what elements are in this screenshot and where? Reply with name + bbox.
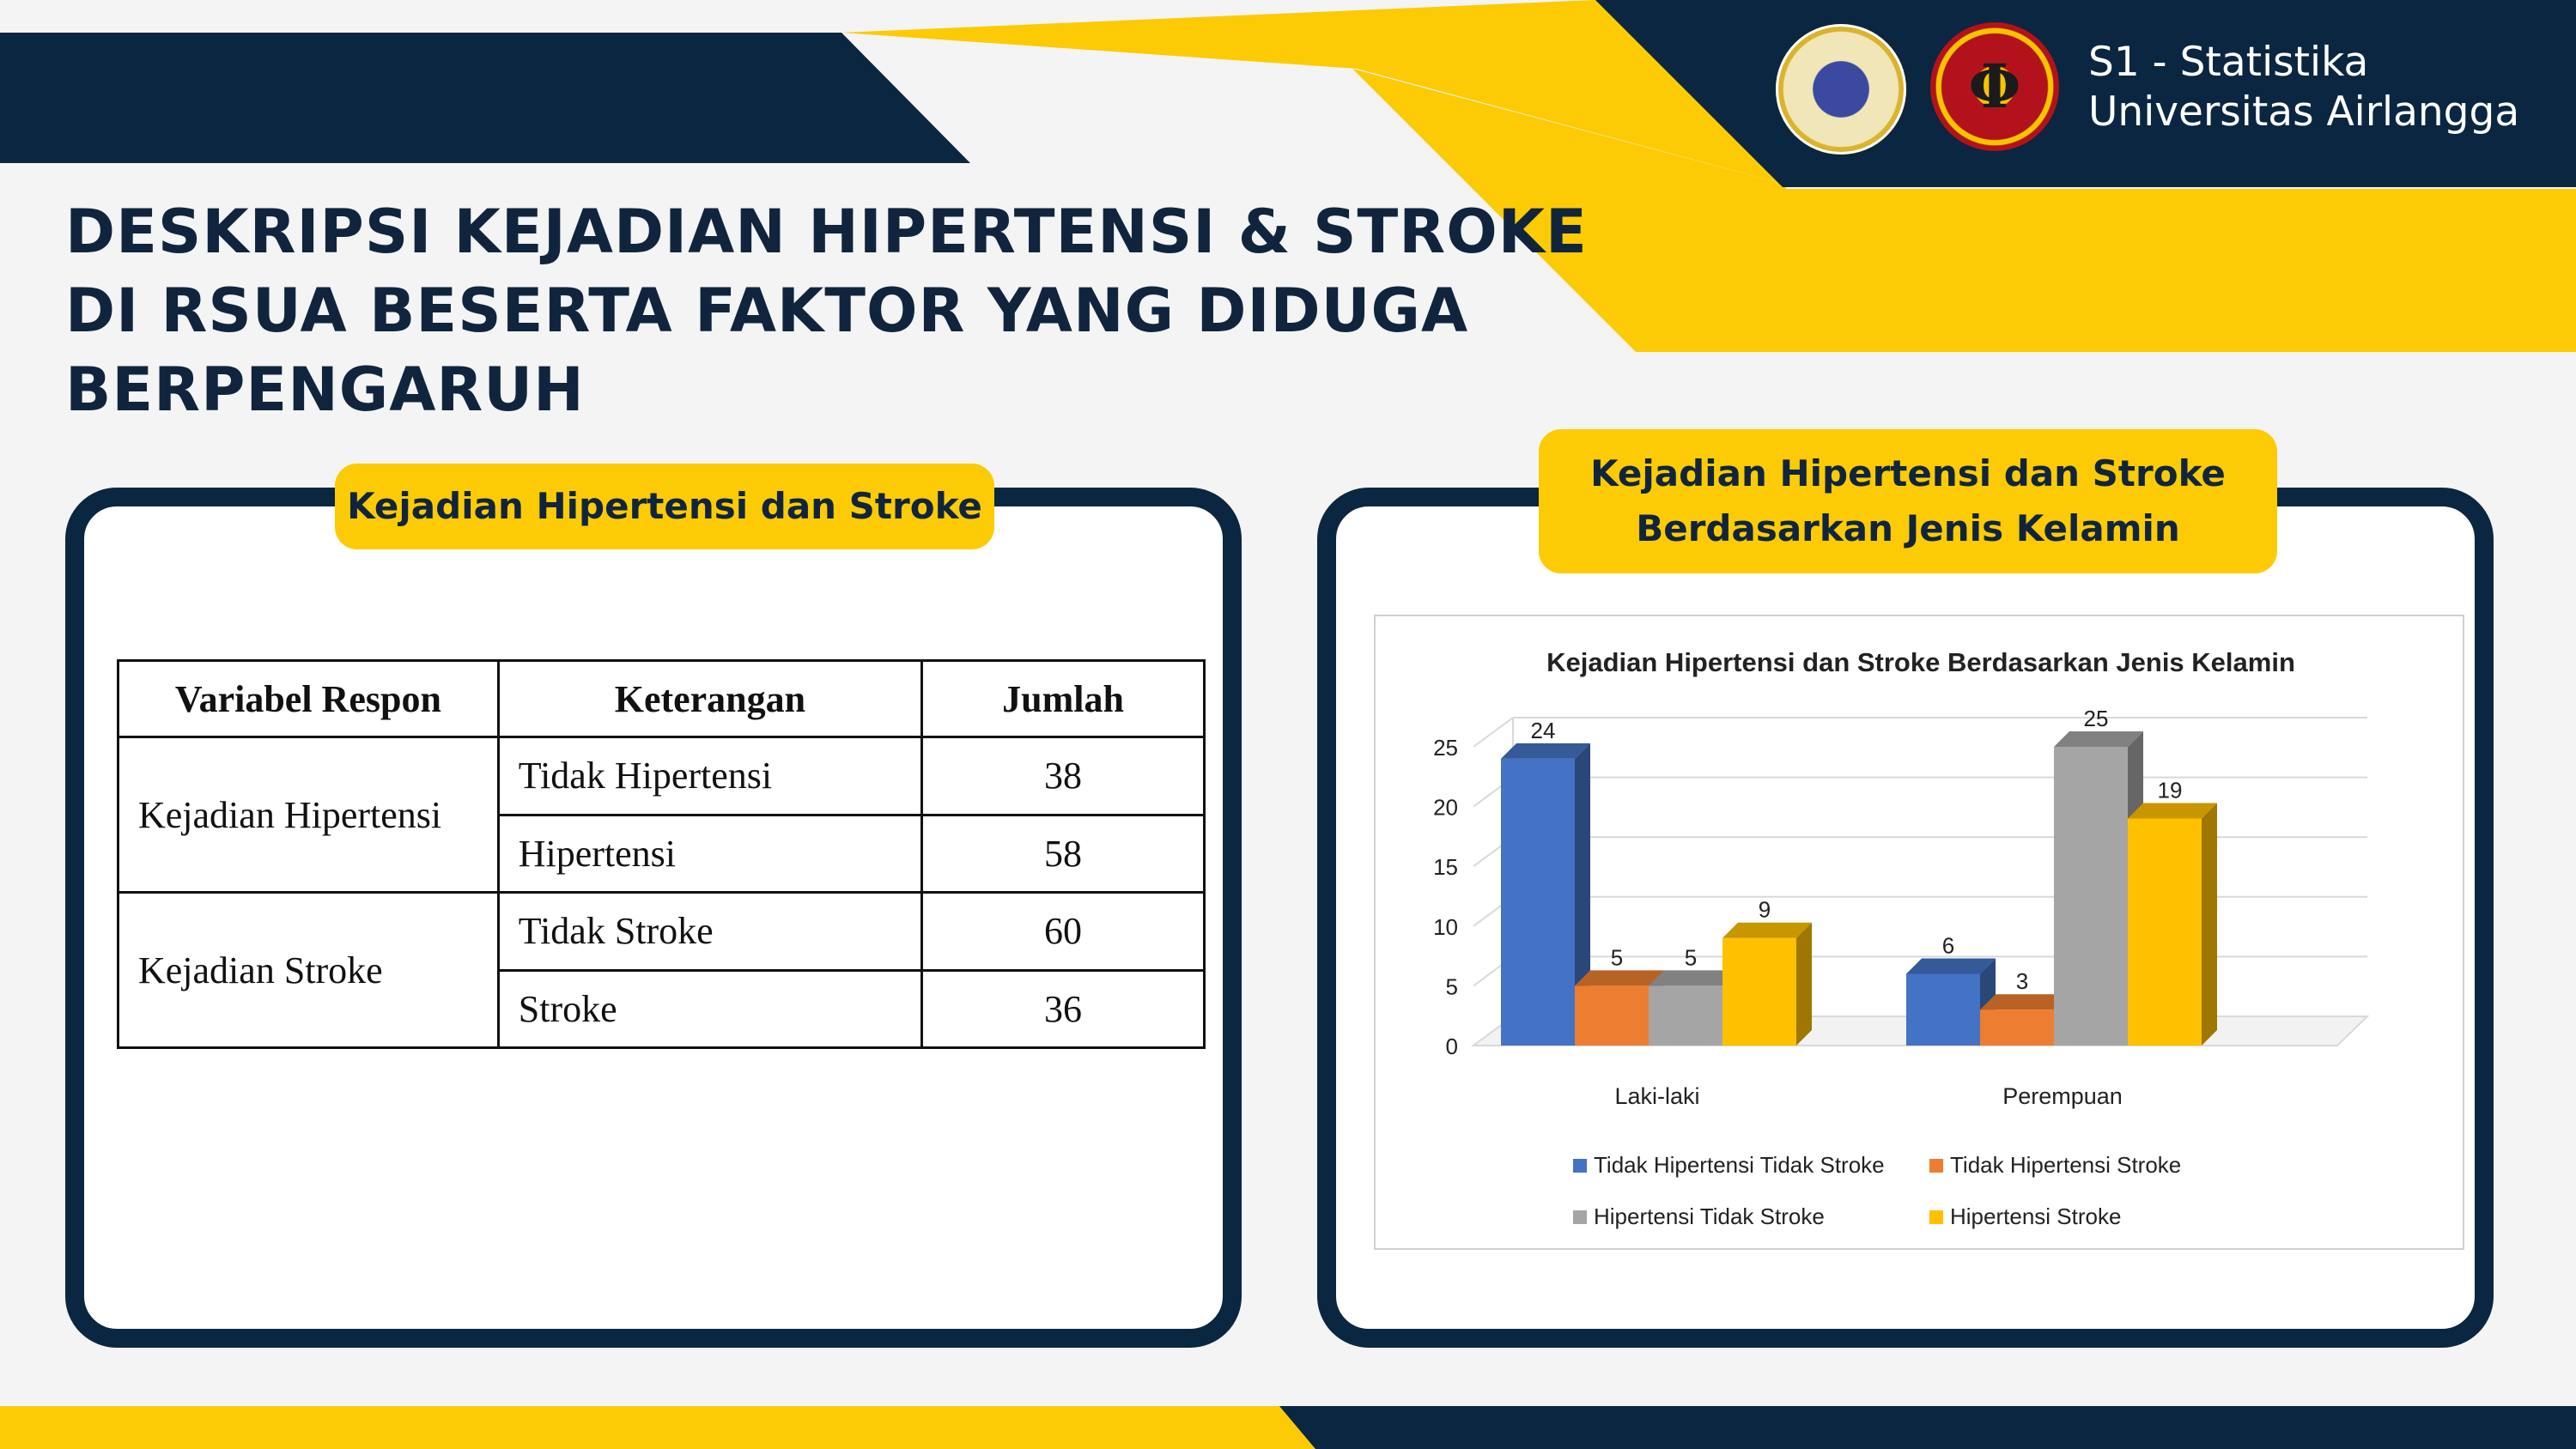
data-label: 5 [1611,944,1623,970]
legend-swatch [1929,1159,1943,1173]
bar-chart: Kejadian Hipertensi dan Stroke Berdasark… [1433,647,2370,1229]
bar [1575,985,1649,1046]
response-variable-table: Variabel Respon Keterangan Jumlah Kejadi… [117,659,1206,1049]
y-tick-label: 10 [1433,914,1458,940]
right-heading-line2: Berdasarkan Jenis Kelamin [1636,507,2180,549]
bar-top [1722,922,1812,938]
column-header: Keterangan [496,659,924,738]
bar-top [2054,731,2143,747]
y-tick-label: 25 [1433,735,1458,761]
data-label: 6 [1942,932,1954,958]
table-header-row: Variabel Respon Keterangan Jumlah [117,659,1206,738]
table-row: Hipertensi 58 [118,813,1206,894]
value-cell: 38 [920,736,1206,816]
bar-side [1796,922,1812,1046]
data-label: 3 [2016,968,2028,994]
legend-label: Tidak Hipertensi Tidak Stroke [1594,1152,1885,1178]
x-tick-label: Perempuan [2002,1083,2123,1109]
value-cell: 58 [920,813,1206,894]
data-label: 25 [2084,706,2109,731]
column-header: Variabel Respon [117,659,500,738]
bar-top [2128,803,2217,819]
bar [1501,758,1575,1046]
value-cell: 36 [920,968,1206,1049]
left-panel-heading: Kejadian Hipertensi dan Stroke [335,464,994,549]
y-tick-label: 5 [1446,973,1458,999]
data-label: 19 [2158,778,2183,803]
y-tick-label: 0 [1446,1034,1458,1059]
bar-top [1649,970,1738,986]
x-tick-label: Laki-laki [1614,1083,1699,1109]
bottom-yellow-band [0,1406,1315,1449]
university-name: Universitas Airlangga [2088,88,2520,136]
data-label: 5 [1685,944,1697,970]
bar [1649,985,1722,1046]
bar-side [2202,803,2217,1046]
chart-title: Kejadian Hipertensi dan Stroke Berdasark… [1546,647,2295,677]
top-left-navy-band [0,33,970,163]
legend-swatch [1929,1210,1943,1224]
university-logo [1776,24,1906,155]
brand-block: S1 - Statistika Universitas Airlangga [2088,38,2519,137]
legend-swatch [1573,1159,1587,1173]
bar [1906,973,1980,1046]
page-title: DESKRIPSI KEJADIAN HIPERTENSI & STROKE D… [65,197,1588,425]
bar [2128,818,2202,1046]
table-row: Kejadian Hipertensi Tidak Hipertensi 38 [117,736,1206,894]
right-panel-heading: Kejadian Hipertensi dan Stroke Berdasark… [1539,429,2277,573]
legend-label: Hipertensi Tidak Stroke [1594,1203,1825,1229]
right-yellow-band [1352,69,2576,352]
program-name: S1 - Statistika [2088,39,2369,86]
bottom-navy-band [1279,1406,2576,1449]
phi-symbol-icon: Φ [1968,51,2021,122]
label-cell: Tidak Stroke [496,891,924,972]
legend-swatch [1573,1210,1587,1224]
data-label: 9 [1759,897,1771,923]
table-row: Stroke 36 [118,968,1206,1049]
bar [1722,937,1796,1046]
table-row: Kejadian Stroke Tidak Stroke 60 [117,891,1206,1049]
bar [2054,747,2128,1046]
variable-cell: Kejadian Stroke [117,891,500,1049]
chart-frame: Kejadian Hipertensi dan Stroke Berdasark… [1374,615,2464,1250]
variable-cell: Kejadian Hipertensi [117,736,500,894]
bar [1980,1009,2054,1046]
bar-top [1575,970,1664,986]
bar-side [1575,743,1590,1046]
y-tick-label: 15 [1433,854,1458,880]
y-tick-label: 20 [1433,795,1458,821]
bar-top [1501,743,1590,759]
column-header: Jumlah [920,659,1206,738]
data-label: 24 [1531,718,1556,743]
gridline-side [1473,717,1514,748]
label-cell: Tidak Hipertensi [496,736,924,816]
label-cell: Hipertensi [496,813,924,894]
legend-label: Hipertensi Stroke [1950,1203,2121,1229]
bar-top [1980,994,2069,1010]
label-cell: Stroke [496,968,924,1049]
value-cell: 60 [920,891,1206,972]
right-heading-line1: Kejadian Hipertensi dan Stroke [1590,452,2226,494]
statistics-program-logo: Φ [1930,22,2059,151]
legend-label: Tidak Hipertensi Stroke [1950,1152,2181,1178]
bar-top [1906,958,1996,974]
top-yellow-wedge [841,0,1786,185]
